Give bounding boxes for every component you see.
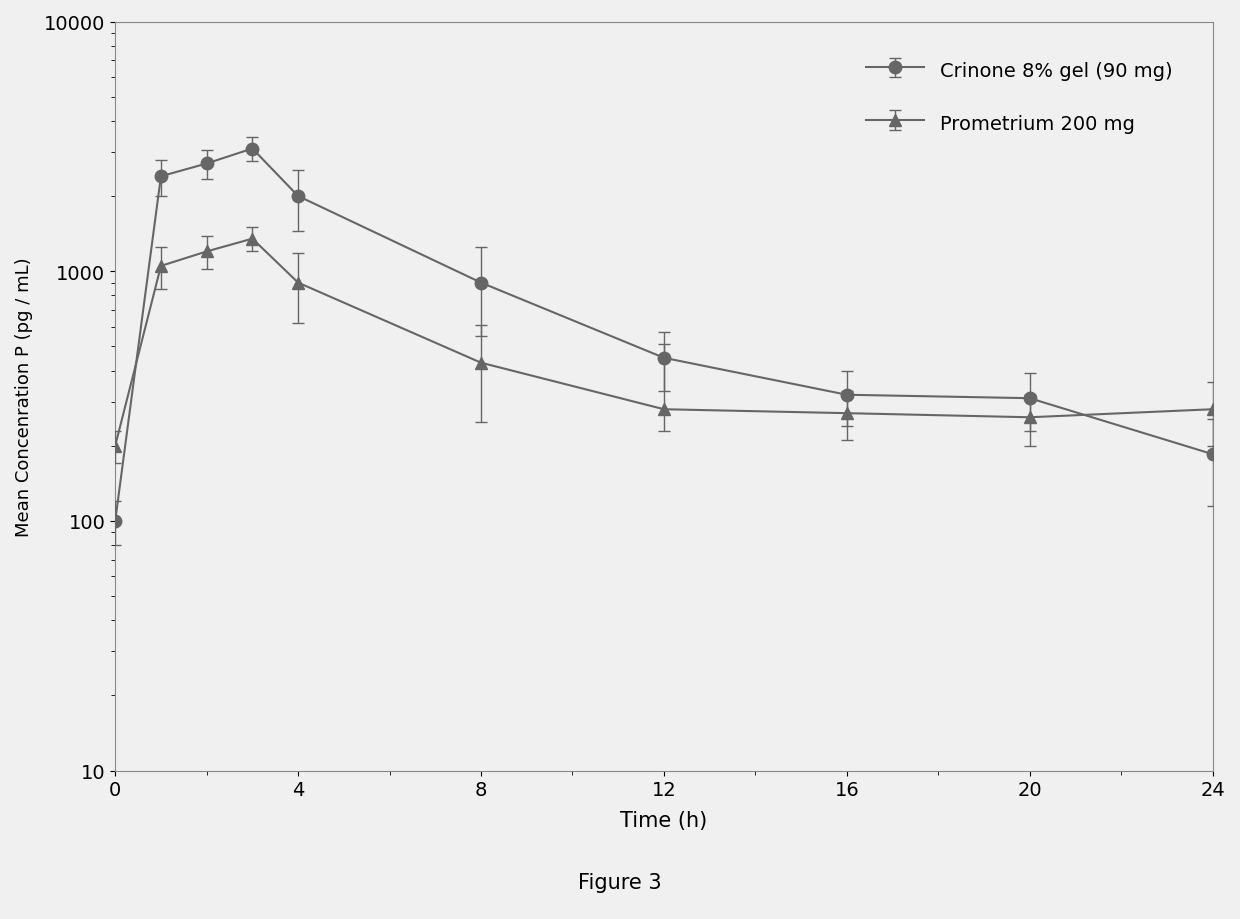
Text: Figure 3: Figure 3 <box>578 872 662 892</box>
Legend: Crinone 8% gel (90 mg), Prometrium 200 mg: Crinone 8% gel (90 mg), Prometrium 200 m… <box>847 40 1192 155</box>
Y-axis label: Mean Concenration P (pg / mL): Mean Concenration P (pg / mL) <box>15 257 33 537</box>
X-axis label: Time (h): Time (h) <box>620 811 708 831</box>
